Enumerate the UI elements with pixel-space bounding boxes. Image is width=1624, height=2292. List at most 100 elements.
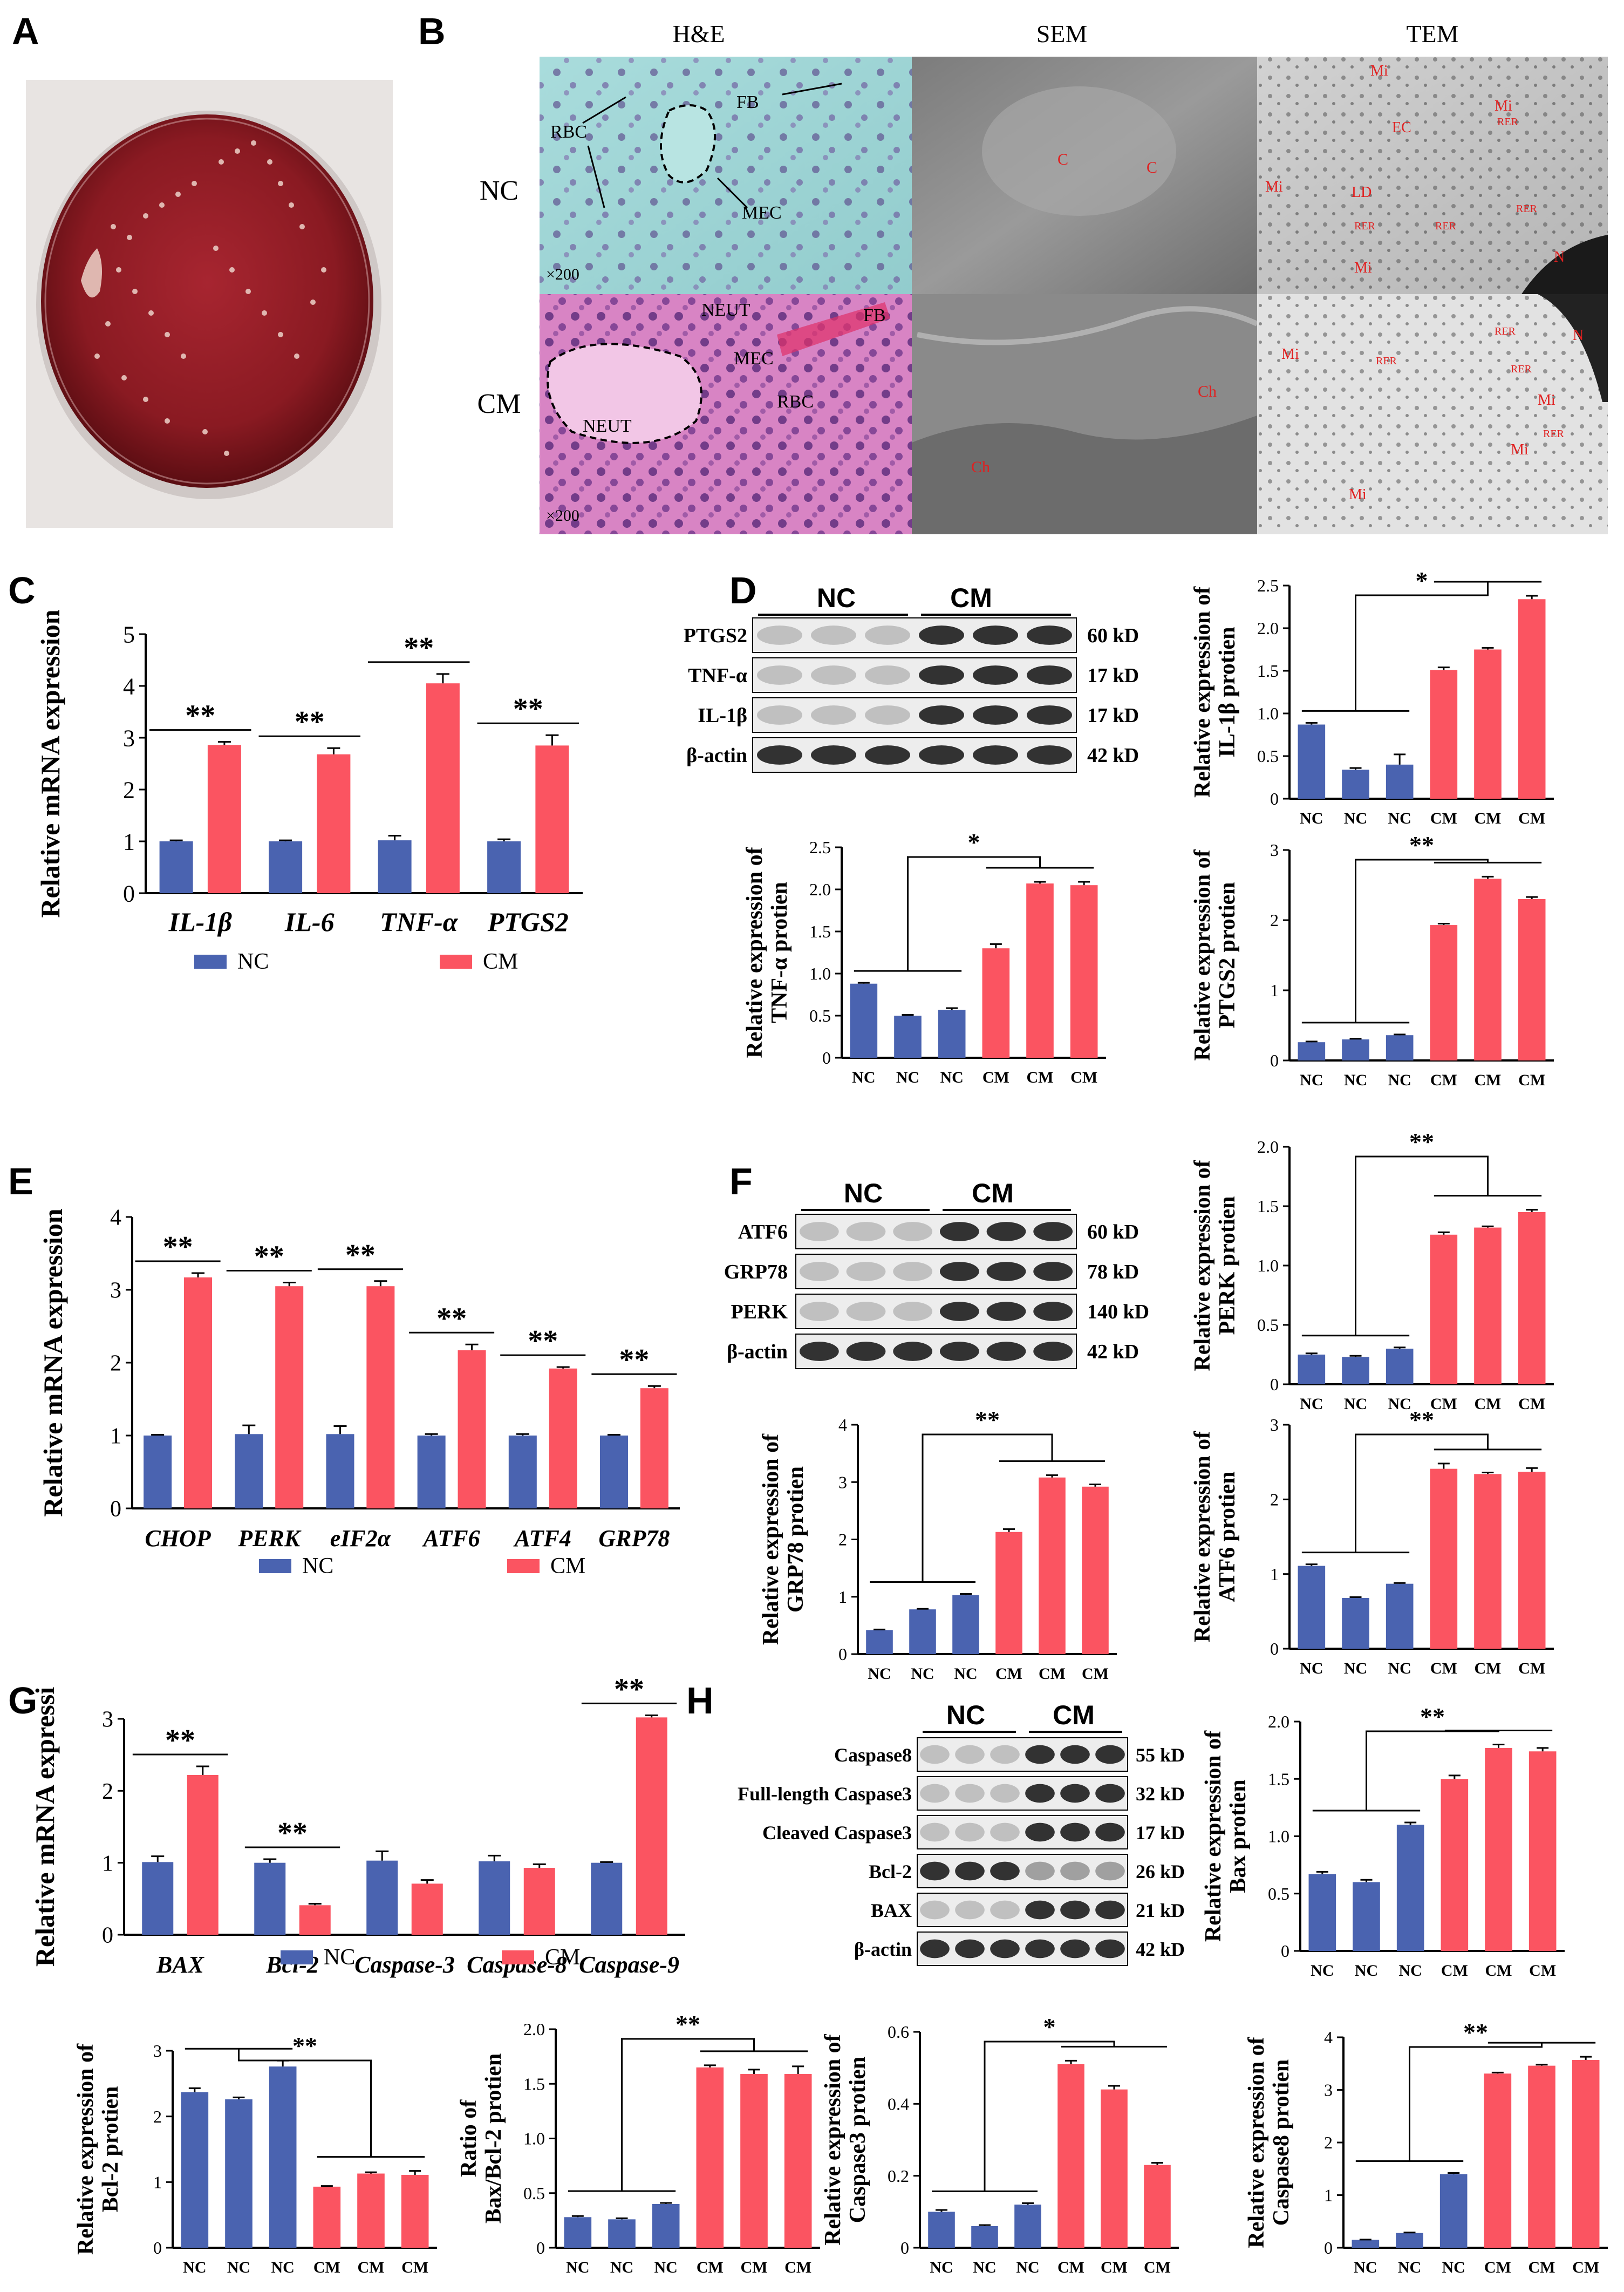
x-tick-label: NC bbox=[930, 2259, 953, 2276]
y-axis-label-line: Caspase8 protien bbox=[1269, 2059, 1294, 2226]
x-tick-label: NC bbox=[852, 1069, 875, 1086]
blot-band bbox=[939, 1302, 979, 1321]
x-tick-label: CM bbox=[1484, 2259, 1511, 2276]
x-tick-label: CHOP bbox=[145, 1525, 211, 1552]
panel-letter-c: C bbox=[8, 569, 36, 611]
bar bbox=[1430, 925, 1458, 1060]
he-cm-label: RBC bbox=[777, 392, 814, 412]
x-tick-label: CM bbox=[697, 2259, 724, 2276]
y-tick-label: 0 bbox=[1324, 2238, 1333, 2257]
x-tick-label: CM bbox=[1027, 1069, 1054, 1086]
blot-row-label: β-actin bbox=[854, 1939, 912, 1960]
blot-row-label: β-actin bbox=[727, 1341, 788, 1363]
bar bbox=[1342, 1357, 1369, 1384]
blot-band bbox=[1060, 1784, 1090, 1803]
blot-band bbox=[1025, 1900, 1055, 1920]
legend: NC CM bbox=[281, 1945, 580, 1970]
y-tick-label: 3 bbox=[1324, 2080, 1333, 2100]
y-tick-label: 1 bbox=[102, 1851, 113, 1876]
blot-band bbox=[1027, 745, 1072, 765]
he-nc-mag: ×200 bbox=[546, 266, 579, 283]
blot-band bbox=[1033, 1342, 1073, 1361]
y-tick-label: 0.5 bbox=[523, 2184, 545, 2203]
blot-strip bbox=[752, 657, 1077, 693]
he-cm-label: NEUT bbox=[701, 300, 750, 320]
bar bbox=[1529, 1751, 1557, 1951]
sig-marker: * bbox=[1416, 567, 1428, 594]
blot-band bbox=[986, 1222, 1026, 1241]
y-axis-label-line: Relative mRNA expression bbox=[38, 1208, 68, 1516]
y-axis-label-line: Relative expression of bbox=[1190, 586, 1215, 798]
bar-cm bbox=[275, 1286, 304, 1508]
bar bbox=[909, 1609, 936, 1654]
blot-band bbox=[846, 1262, 886, 1281]
blot-strip bbox=[917, 1893, 1128, 1927]
blot-band bbox=[1025, 1822, 1055, 1842]
bar bbox=[982, 948, 1010, 1058]
tem-nc-label: RER bbox=[1354, 220, 1376, 232]
blot-row-label: GRP78 bbox=[724, 1261, 788, 1283]
x-tick-label: NC bbox=[271, 2259, 294, 2276]
x-tick-label: BAX bbox=[156, 1951, 205, 1978]
blot-band bbox=[990, 1900, 1020, 1920]
sem-cm-label: Ch bbox=[971, 458, 990, 476]
y-axis-label-line: Relative mRNA expression bbox=[35, 609, 65, 917]
bar-nc bbox=[142, 1862, 174, 1935]
chart-d2: 0 0.5 1.0 1.5 2.0 2.5 NC NC NC CM CM CM * Relative ex… bbox=[742, 828, 1106, 1086]
legend-swatch-nc bbox=[194, 955, 227, 969]
y-axis-label-line: Relative expression of bbox=[1244, 2036, 1269, 2248]
bar bbox=[1352, 2240, 1380, 2248]
x-tick-label: CM bbox=[1430, 1660, 1457, 1677]
blot-band bbox=[799, 1262, 839, 1281]
bar bbox=[1474, 1474, 1502, 1649]
y-tick-label: 3 bbox=[838, 1472, 847, 1492]
tem-cm-label: RER bbox=[1543, 428, 1565, 440]
panel-letter-g: G bbox=[8, 1679, 37, 1722]
x-tick-label: NC bbox=[1388, 810, 1411, 827]
panel-letter-a: A bbox=[12, 10, 39, 52]
y-axis-label-line: Relative expression of bbox=[1190, 849, 1215, 1060]
y-tick-label: 1 bbox=[153, 2173, 162, 2192]
x-tick-label: CM bbox=[1518, 1395, 1545, 1413]
tem-nc-label: RER bbox=[1435, 220, 1457, 232]
y-tick-label: 1.0 bbox=[1268, 1827, 1289, 1846]
blot-band bbox=[846, 1342, 886, 1361]
y-tick-label: 0 bbox=[838, 1644, 847, 1664]
sig-marker: ** bbox=[619, 1343, 649, 1377]
x-tick-label: CM bbox=[1518, 1071, 1545, 1089]
blot-band bbox=[920, 1900, 950, 1920]
chart-d1: 0 0.5 1.0 1.5 2.0 2.5 NC NC NC CM CM CM * Relative ex… bbox=[1190, 567, 1554, 827]
sig-marker: ** bbox=[1463, 2018, 1488, 2046]
x-tick-label: CM bbox=[1572, 2259, 1599, 2276]
blot-band bbox=[1095, 1784, 1125, 1803]
x-tick-label: CM bbox=[1144, 2259, 1171, 2276]
sig-marker: ** bbox=[1409, 831, 1434, 859]
blot-kd-label: 140 kD bbox=[1087, 1301, 1149, 1323]
x-tick-label: CM bbox=[1039, 1665, 1066, 1683]
chart-h5: 0 1 2 3 4 NC NC NC CM CM CM ** Relative expression o… bbox=[1244, 2018, 1608, 2276]
tem-nc-label: LD bbox=[1352, 184, 1371, 201]
y-axis-label-line: Bax/Bcl-2 protien bbox=[481, 2053, 506, 2223]
x-tick-label: IL-6 bbox=[284, 907, 335, 937]
panel-letter-b: B bbox=[418, 10, 446, 52]
y-axis-label-line: GRP78 protien bbox=[783, 1466, 808, 1613]
y-tick-label: 1.5 bbox=[523, 2074, 545, 2093]
tem-cm-label: Mi bbox=[1538, 392, 1555, 409]
blot-strip bbox=[917, 1854, 1128, 1888]
bar bbox=[652, 2204, 680, 2248]
legend-label-cm: CM bbox=[483, 949, 518, 974]
bar-nc bbox=[366, 1860, 398, 1935]
bar bbox=[1386, 1583, 1414, 1649]
bar bbox=[1144, 2165, 1171, 2248]
blot-band bbox=[811, 745, 856, 765]
bar-nc bbox=[144, 1436, 172, 1508]
y-tick-label: 0.6 bbox=[888, 2022, 909, 2042]
blot-band bbox=[1027, 665, 1072, 685]
bar bbox=[928, 2212, 955, 2248]
bar-cm bbox=[184, 1277, 213, 1508]
blot-group-cm: CM bbox=[972, 1178, 1014, 1208]
y-tick-label: 0 bbox=[123, 880, 135, 907]
blot-band bbox=[955, 1784, 985, 1803]
blot-kd-label: 78 kD bbox=[1087, 1261, 1139, 1283]
bar bbox=[1298, 1042, 1326, 1060]
